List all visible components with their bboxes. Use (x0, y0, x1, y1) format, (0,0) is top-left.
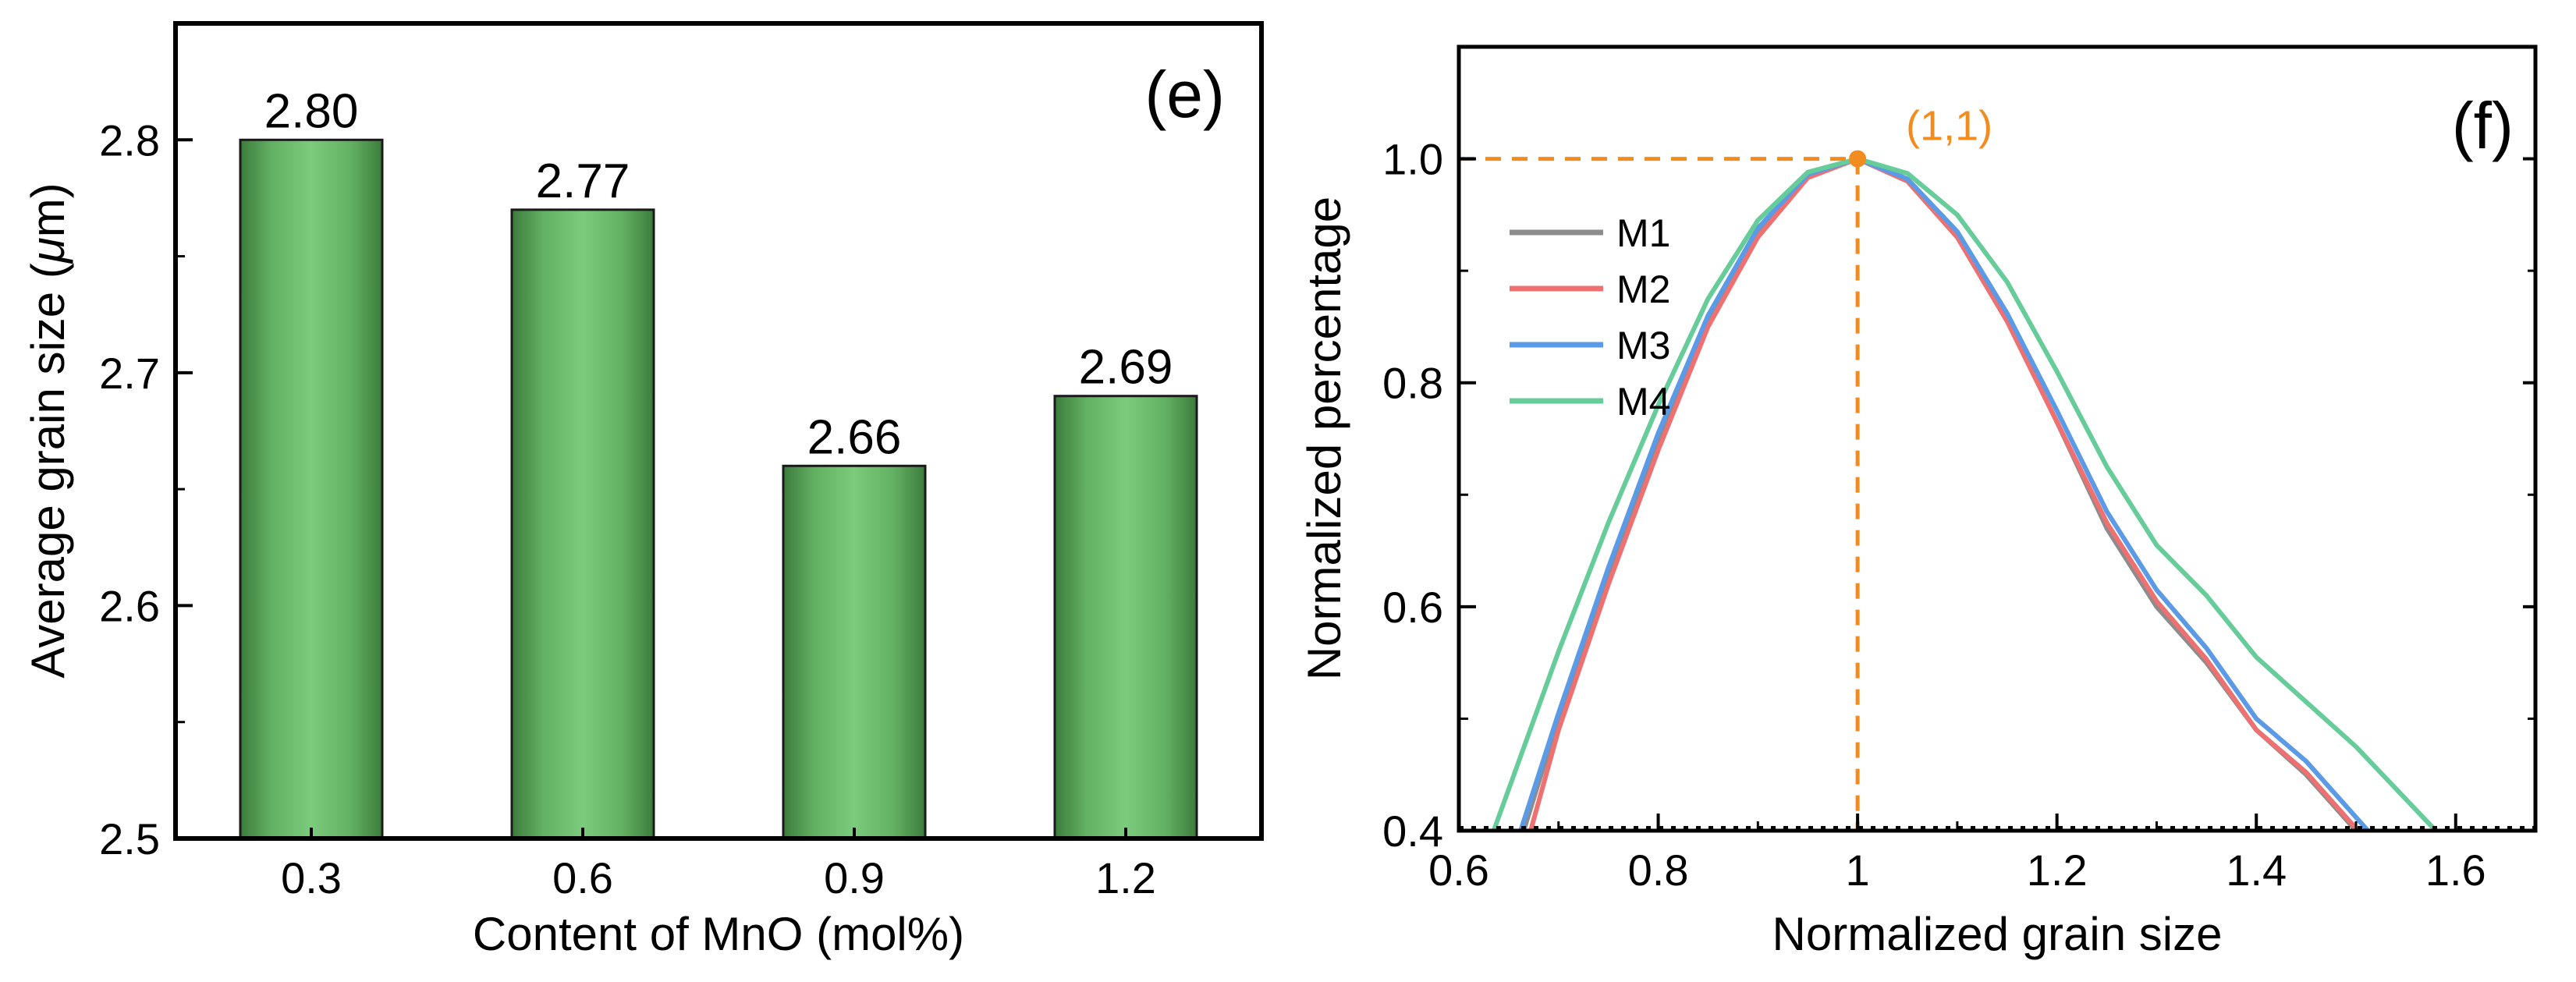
bar-value-labels: 2.80 2.77 2.66 2.69 (264, 84, 1173, 464)
y-axis-title: Average grain size (μm) (22, 183, 74, 678)
x-tick-label: 0.3 (281, 853, 342, 902)
y-tick-label: 2.7 (99, 349, 160, 398)
bar-value-label: 2.66 (807, 410, 902, 464)
series-line-M2 (1528, 156, 2360, 831)
x-tick-label: 0.6 (1428, 846, 1489, 895)
bar-value-label: 2.77 (536, 154, 630, 208)
x-axis-ticks: 0.6 0.8 1 1.2 1.4 1.6 (1428, 814, 2486, 895)
y-axis-ticks: 2.5 2.6 2.7 2.8 (99, 115, 193, 863)
y-tick-label: 0.6 (1382, 583, 1443, 632)
bars (239, 138, 1198, 840)
legend-label: M2 (1616, 268, 1670, 311)
y-tick-label: 1.0 (1382, 135, 1443, 184)
panel-label: (f) (2452, 89, 2514, 162)
x-tick-label: 1.6 (2425, 846, 2486, 895)
legend-label: M3 (1616, 324, 1670, 367)
bar-0.9 (782, 464, 927, 840)
x-tick-label: 1.2 (1095, 853, 1156, 902)
y-tick-label: 0.8 (1382, 359, 1443, 408)
bar-1.2 (1053, 395, 1198, 840)
legend: M1 M2 M3 M4 (1510, 211, 1670, 424)
series-lines (1491, 156, 2438, 831)
x-tick-label: 1.2 (2027, 846, 2088, 895)
bar-value-label: 2.80 (264, 84, 359, 138)
y-axis-ticks: 0.4 0.6 0.8 1.0 (1382, 45, 2535, 856)
x-axis-ticks: 0.3 0.6 0.9 1.2 (281, 828, 1156, 902)
series-line-M4 (1491, 156, 2438, 831)
x-axis-title: Normalized grain size (1772, 908, 2223, 960)
x-axis-title: Content of MnO (mol%) (473, 908, 964, 960)
legend-label: M1 (1616, 211, 1670, 255)
y-tick-label: 0.4 (1382, 807, 1443, 856)
y-tick-label: 2.8 (99, 115, 160, 165)
panel-label: (e) (1144, 58, 1225, 131)
y-axis-title: Normalized percentage (1298, 197, 1350, 680)
y-tick-label: 2.5 (99, 814, 160, 863)
x-tick-label: 0.9 (824, 853, 885, 902)
annotation-label: (1,1) (1906, 103, 1992, 150)
y-axis-title-suffix: m) (22, 183, 74, 237)
panel-e-bar-chart: 2.80 2.77 2.66 2.69 2.5 2.6 2.7 2.8 0.3 0.6 0.9 1… (22, 21, 1264, 960)
x-tick-label: 1.4 (2226, 846, 2287, 895)
plot-frame (1457, 44, 2538, 833)
plot-frame (173, 21, 1264, 841)
series-line-M1 (1521, 156, 2358, 831)
y-tick-label: 2.6 (99, 581, 160, 630)
annotation-1-1: (1,1) (1459, 103, 1992, 831)
y-axis-title-unit: μ (22, 237, 74, 264)
bar-0.3 (239, 138, 384, 840)
bar-0.6 (510, 208, 655, 840)
x-tick-label: 1 (1846, 846, 1870, 895)
y-axis-title-prefix: Average grain size ( (22, 263, 74, 679)
panel-f-line-chart: (1,1) 0.40.60.81.0 0.6 0.8 1 1.2 1.4 1.6 M1M2… (1298, 44, 2538, 960)
annotation-point (1849, 150, 1867, 168)
legend-label: M4 (1616, 380, 1670, 424)
bar-value-label: 2.69 (1079, 341, 1173, 395)
series-line-M3 (1518, 156, 2370, 831)
x-tick-label: 0.6 (552, 853, 613, 902)
x-tick-label: 0.8 (1628, 846, 1689, 895)
